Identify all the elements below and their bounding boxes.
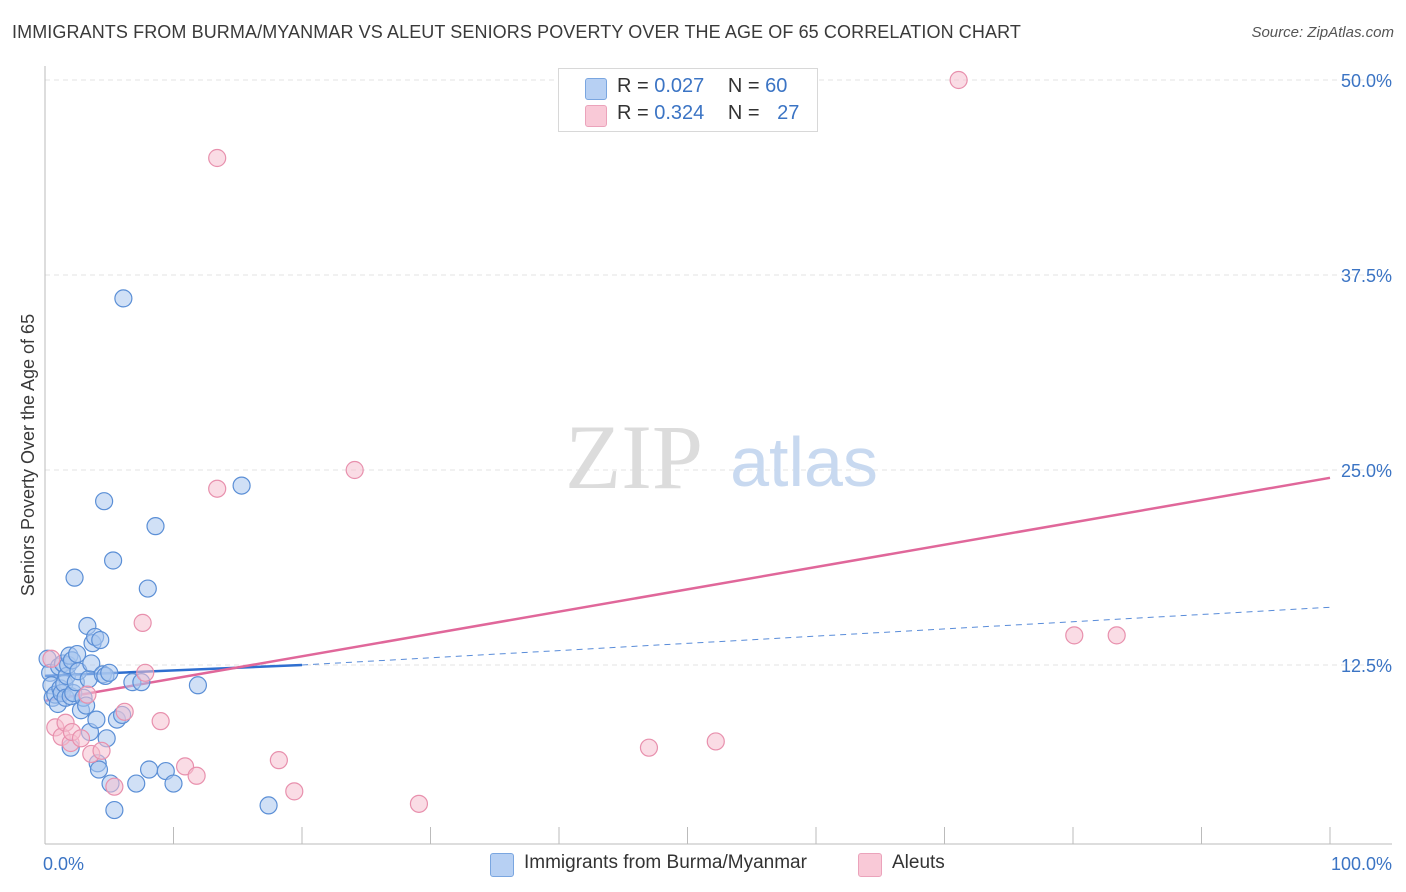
point-aleut	[42, 649, 61, 668]
tick-labels: 12.5% 25.0% 37.5% 50.0% 0.0% 100.0%	[43, 71, 1392, 874]
point-burma	[65, 568, 84, 587]
point-burma	[104, 551, 123, 570]
bottom-legend-label: Aleuts	[892, 852, 945, 873]
point-aleut	[78, 685, 97, 704]
point-burma	[259, 796, 278, 815]
point-aleut	[285, 782, 304, 801]
point-burma	[138, 579, 157, 598]
point-aleut	[105, 777, 124, 796]
point-aleut	[1107, 626, 1126, 645]
point-burma	[232, 476, 251, 495]
axes	[44, 66, 1392, 845]
point-burma	[188, 676, 208, 695]
point-aleut	[706, 732, 725, 751]
legend-n-label: N =	[727, 75, 766, 97]
point-aleut	[187, 766, 206, 785]
chart-title: IMMIGRANTS FROM BURMA/MYANMAR VS ALEUT S…	[12, 22, 1021, 42]
point-burma	[164, 774, 183, 793]
legend-n-value: 60	[765, 75, 788, 97]
legend-r-value: 0.324	[654, 102, 705, 124]
legend-swatch-blue	[585, 78, 607, 100]
bottom-legend-swatch-blue	[490, 853, 514, 877]
y-tick-label: 37.5%	[1341, 266, 1392, 286]
point-aleut	[208, 479, 227, 498]
point-aleut	[92, 741, 111, 760]
y-axis-label: Seniors Poverty Over the Age of 65	[18, 314, 38, 596]
point-aleut	[409, 794, 429, 813]
legend-n-label: N =	[727, 102, 766, 124]
point-aleut	[949, 70, 968, 90]
point-burma	[105, 800, 124, 820]
point-aleut	[71, 729, 91, 748]
point-burma	[89, 760, 109, 779]
legend-r-label: R =	[617, 75, 655, 97]
x-tick-label: 100.0%	[1331, 854, 1392, 874]
point-aleut	[151, 712, 170, 731]
trend-line-aleuts	[44, 476, 1331, 703]
watermark-atlas: atlas	[730, 423, 878, 501]
point-burma	[139, 760, 159, 779]
point-burma	[146, 517, 165, 536]
trend-lines	[44, 476, 1331, 703]
point-burma	[91, 630, 110, 650]
trend-line-burma-extension	[301, 606, 1331, 666]
y-tick-label: 25.0%	[1341, 461, 1392, 481]
point-burma	[127, 774, 146, 793]
legend-r-value: 0.027	[654, 75, 705, 97]
bottom-legend-swatch-pink	[858, 853, 882, 877]
point-aleut	[115, 702, 134, 721]
point-aleut	[345, 460, 364, 480]
point-burma	[95, 492, 114, 511]
watermark-zip: ZIP	[565, 406, 703, 508]
point-aleut	[639, 738, 659, 757]
point-aleut	[1065, 626, 1084, 645]
source-attribution: Source: ZipAtlas.com	[1251, 24, 1394, 41]
point-burma	[114, 289, 133, 308]
correlation-legend: R = 0.027 N = 60 R = 0.324 N = 27	[558, 68, 818, 132]
y-tick-label: 12.5%	[1341, 656, 1392, 676]
x-tick-label: 0.0%	[43, 854, 84, 874]
point-burma	[87, 710, 106, 729]
legend-r-label: R =	[617, 102, 655, 124]
point-aleut	[133, 613, 152, 632]
legend-n-value: 27	[777, 102, 800, 124]
point-burma	[82, 654, 101, 673]
point-burma	[100, 663, 119, 682]
bottom-legend-label: Immigrants from Burma/Myanmar	[524, 852, 807, 873]
point-aleut	[136, 663, 155, 682]
point-aleut	[269, 751, 288, 770]
point-aleut	[208, 148, 227, 168]
watermark: ZIP atlas	[565, 406, 878, 508]
y-tick-label: 50.0%	[1341, 71, 1392, 91]
gridlines	[45, 79, 1392, 666]
data-points	[38, 70, 1126, 820]
legend-swatch-pink	[585, 105, 607, 127]
